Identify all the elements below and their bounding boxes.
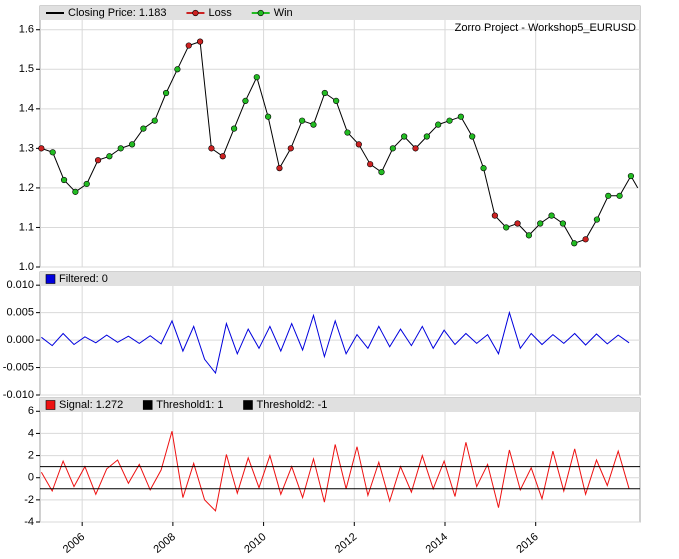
y-tick-label: 0.005 [6, 307, 34, 319]
legend-swatch [45, 400, 56, 410]
legend-label: Signal: 1.272 [59, 399, 123, 411]
y-tick-label: -4 [24, 516, 34, 528]
trade-marker [435, 121, 442, 128]
trade-marker [423, 133, 430, 140]
trade-marker [446, 117, 453, 124]
legend-swatch [257, 9, 264, 17]
trade-marker [72, 188, 79, 195]
trade-marker [514, 220, 521, 227]
trade-marker [469, 133, 476, 140]
y-tick-label: -0.005 [3, 361, 34, 373]
x-tick-label: 2010 [242, 531, 268, 556]
legend-band [40, 398, 640, 412]
trade-marker [151, 117, 158, 124]
legend-label: Loss [208, 7, 232, 19]
trade-marker [60, 176, 68, 184]
trade-marker [333, 97, 340, 105]
trade-marker [582, 236, 589, 243]
trade-marker [38, 145, 45, 152]
legend-label: Threshold1: 1 [156, 399, 223, 411]
y-tick-label: 1.4 [19, 103, 34, 115]
trade-marker [310, 121, 317, 128]
trade-marker [94, 157, 102, 164]
trade-marker [571, 240, 578, 247]
series-line [41, 310, 630, 375]
y-tick-label: 0.010 [6, 279, 34, 291]
series-line [40, 431, 630, 512]
legend-label: Closing Price: 1.183 [68, 7, 166, 19]
trade-marker [627, 172, 635, 180]
plot-area [39, 271, 641, 396]
trade-marker [548, 212, 555, 219]
legend-label: Win [274, 7, 293, 19]
trade-marker [537, 220, 544, 227]
legend-swatch [142, 400, 153, 410]
y-tick-label: 2 [28, 449, 34, 461]
trade-marker [253, 74, 260, 81]
trade-marker [503, 224, 510, 231]
y-tick-label: -0.010 [3, 389, 34, 401]
x-tick-label: 2016 [514, 531, 540, 556]
y-tick-label: 1.3 [19, 142, 34, 154]
trade-marker [185, 42, 192, 49]
legend-band [40, 272, 640, 286]
chart-title: Zorro Project - Workshop5_EURUSD [455, 22, 636, 34]
y-tick-label: 0.000 [6, 334, 34, 346]
x-tick-label: 2008 [151, 531, 177, 556]
trade-marker [265, 113, 272, 120]
trade-marker [162, 89, 170, 97]
x-tick-label: 2014 [424, 531, 450, 556]
y-tick-label: 1.2 [19, 182, 34, 194]
trade-marker [219, 153, 226, 160]
legend-label: Filtered: 0 [59, 273, 108, 285]
legend-swatch [243, 400, 253, 410]
trade-marker [208, 145, 215, 152]
x-tick-label: 2006 [61, 531, 87, 556]
y-tick-label: 1.1 [19, 221, 34, 233]
trade-marker [389, 145, 396, 152]
trade-marker [276, 165, 283, 172]
trade-marker [412, 145, 419, 152]
trade-marker [83, 180, 90, 188]
y-tick-label: 1.6 [19, 24, 34, 36]
trade-marker [525, 232, 532, 239]
trade-marker [401, 133, 408, 140]
trade-marker [593, 216, 601, 223]
trade-marker [231, 125, 238, 132]
legend-label: Threshold2: -1 [256, 399, 327, 411]
trade-marker [367, 161, 374, 168]
trade-marker [378, 168, 385, 176]
trade-marker [287, 145, 294, 152]
y-tick-label: 1.5 [19, 63, 34, 75]
trade-marker [480, 165, 487, 172]
trade-marker [457, 113, 464, 120]
legend-swatch [45, 274, 56, 284]
trade-marker [128, 141, 136, 148]
trade-marker [174, 66, 181, 73]
trade-marker [559, 220, 567, 227]
trade-marker [242, 97, 249, 105]
trade-marker [49, 149, 56, 156]
trade-marker [321, 89, 328, 97]
trade-marker [344, 129, 351, 136]
trade-marker [605, 192, 612, 199]
y-tick-label: 1.0 [19, 261, 34, 273]
legend-band [40, 6, 640, 20]
trade-marker [299, 117, 306, 124]
y-tick-label: 0 [28, 472, 34, 484]
trade-marker [196, 38, 204, 45]
plot-area [39, 397, 641, 523]
trade-marker [117, 145, 124, 152]
legend-swatch [192, 9, 199, 17]
y-tick-label: 4 [28, 427, 34, 439]
trade-marker [491, 212, 498, 219]
x-tick-label: 2012 [333, 531, 359, 556]
trade-marker [106, 153, 113, 160]
trade-marker [140, 125, 147, 132]
trade-marker [616, 192, 623, 199]
y-tick-label: -2 [24, 494, 34, 506]
y-tick-label: 6 [28, 405, 34, 417]
trade-marker [355, 141, 362, 148]
